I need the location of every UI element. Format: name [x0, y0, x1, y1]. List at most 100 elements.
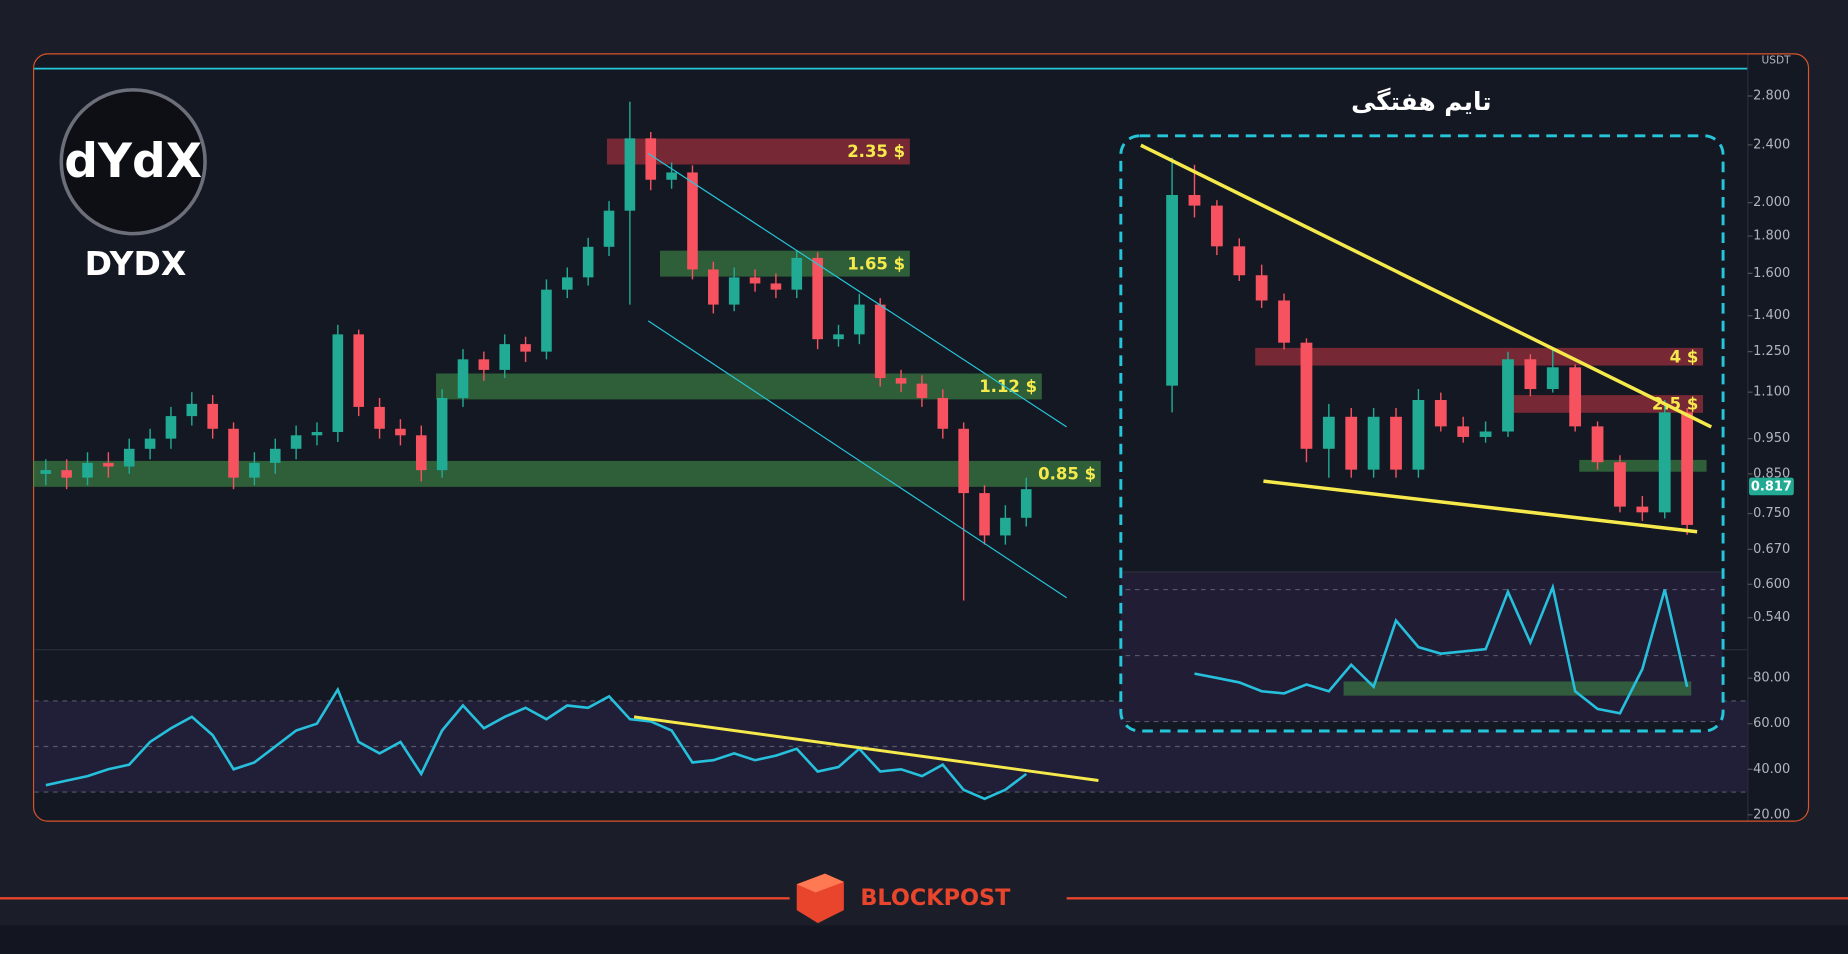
candle-body: [1636, 506, 1649, 513]
candle-body: [1367, 416, 1380, 470]
rsi-tick-label: 40.00: [1753, 762, 1790, 777]
y-tick-label: 1.600: [1753, 266, 1790, 281]
candle-body: [895, 378, 907, 384]
candle-body: [1188, 195, 1201, 206]
channel-line: [647, 320, 1067, 599]
candle-body: [103, 462, 114, 467]
candle-body: [937, 397, 949, 429]
candle-body: [1000, 517, 1011, 536]
candle-body: [1569, 367, 1582, 427]
candle-body: [332, 334, 344, 433]
candle-body: [1681, 412, 1694, 525]
level-zone: [1255, 347, 1704, 366]
candle-body: [457, 359, 469, 398]
level-label: 0.85 $: [1038, 465, 1096, 484]
footer-brand: BLOCKPOST: [860, 885, 1011, 911]
rsi-tick-label: 60.00: [1753, 716, 1790, 731]
level-label: 2.35 $: [847, 142, 905, 161]
candle-body: [958, 428, 969, 494]
candle-body: [1020, 489, 1032, 518]
y-tick-label: 0.600: [1753, 577, 1790, 592]
y-tick-label: 2.800: [1753, 89, 1790, 104]
candle-body: [1658, 412, 1671, 513]
candle-body: [645, 138, 657, 180]
footer-logo-top: [796, 873, 844, 893]
candle-body: [1166, 195, 1178, 386]
currency: USDT: [1762, 54, 1792, 66]
last-price-tag: [1749, 477, 1794, 496]
candle-body: [708, 269, 719, 305]
rsi-trend-line: [633, 715, 1099, 782]
candle-body: [1457, 426, 1470, 437]
candle-body: [749, 277, 761, 284]
candle-body: [374, 406, 385, 429]
level-zone: [660, 250, 910, 277]
candle-body: [1300, 342, 1313, 449]
y-tick-label: 0.670: [1753, 542, 1790, 557]
candle-body: [1546, 367, 1559, 390]
candle-body: [854, 304, 865, 335]
rsi-tick-label: 20.00: [1753, 807, 1790, 822]
candle-body: [624, 138, 636, 211]
y-tick-label: 1.250: [1753, 344, 1790, 359]
candle-body: [520, 344, 531, 352]
candle-body: [1479, 431, 1492, 437]
rsi-tick-label: 80.00: [1753, 671, 1790, 686]
candle-body: [1390, 416, 1402, 470]
candle-body: [1502, 359, 1514, 432]
candle-body: [1255, 275, 1268, 301]
candle-body: [791, 257, 803, 290]
candle-body: [582, 246, 594, 278]
candle-body: [415, 435, 427, 471]
y-tick-label: 0.950: [1753, 431, 1790, 446]
symbol: DYDX: [85, 244, 187, 283]
rsi-line: [1194, 582, 1689, 715]
candle-body: [61, 470, 72, 478]
inset-zone: [1579, 459, 1707, 472]
footer-band: [0, 925, 1848, 954]
logo-mark: dYdX: [64, 134, 202, 189]
candle-body: [436, 397, 448, 471]
candle-body: [499, 344, 511, 370]
candle-body: [249, 462, 260, 478]
candle-body: [1524, 359, 1537, 390]
candle-body: [833, 334, 844, 340]
candle-body: [770, 283, 782, 290]
y-tick-label: 2.400: [1753, 137, 1790, 152]
rsi-line: [45, 686, 1028, 801]
candle-body: [874, 304, 886, 379]
candle-body: [186, 403, 198, 417]
logo-circle: [59, 88, 207, 236]
candle-body: [165, 416, 177, 439]
y-tick-label: 0.540: [1753, 610, 1790, 625]
candle-body: [144, 438, 156, 449]
candle-body: [123, 448, 135, 467]
candle-body: [207, 403, 218, 429]
candle-body: [228, 428, 239, 478]
y-tick-label: 1.400: [1753, 308, 1790, 323]
candle-body: [979, 493, 990, 536]
candle-body: [541, 289, 552, 352]
candle-body: [478, 359, 490, 370]
candle-body: [728, 277, 740, 305]
inset-rsi-zone: [1343, 681, 1692, 696]
candle-body: [562, 277, 573, 290]
candle-body: [1614, 462, 1626, 507]
y-tick-label: 1.800: [1753, 229, 1790, 244]
level-label: 4 $: [1670, 347, 1699, 366]
candle-body: [1412, 400, 1425, 470]
weekly-chart: 4 $2.5 $: [1166, 157, 1704, 715]
candle-body: [269, 448, 281, 463]
level-label: 1.65 $: [847, 254, 905, 273]
candle-body: [812, 257, 823, 340]
candle-body: [666, 172, 677, 180]
channel-line: [647, 152, 1067, 428]
candle-body: [1591, 426, 1604, 463]
candle-body: [1233, 246, 1246, 276]
level-zone: [33, 460, 1101, 487]
candle-body: [1345, 416, 1358, 470]
y-tick-label: 1.100: [1753, 385, 1790, 400]
level-label: 1.12 $: [979, 377, 1037, 396]
